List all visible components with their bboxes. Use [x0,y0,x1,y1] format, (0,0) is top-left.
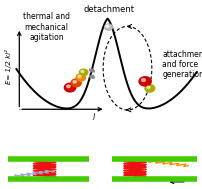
Circle shape [138,77,150,86]
Text: thermal and
mechanical
agitation: thermal and mechanical agitation [23,12,70,42]
Circle shape [64,83,75,92]
Circle shape [141,79,145,81]
Circle shape [105,25,108,27]
Circle shape [71,79,81,87]
Text: E= 1/2 kl²: E= 1/2 kl² [5,49,12,84]
Text: detachment: detachment [83,5,134,14]
Circle shape [146,86,149,88]
Circle shape [73,81,76,83]
Circle shape [104,24,113,31]
Text: attachment
and force
generation: attachment and force generation [162,50,202,79]
Circle shape [79,69,87,76]
Circle shape [81,70,83,73]
Circle shape [66,85,70,88]
Text: l: l [92,112,94,122]
Circle shape [144,85,154,92]
Circle shape [76,74,85,81]
Circle shape [78,75,81,78]
